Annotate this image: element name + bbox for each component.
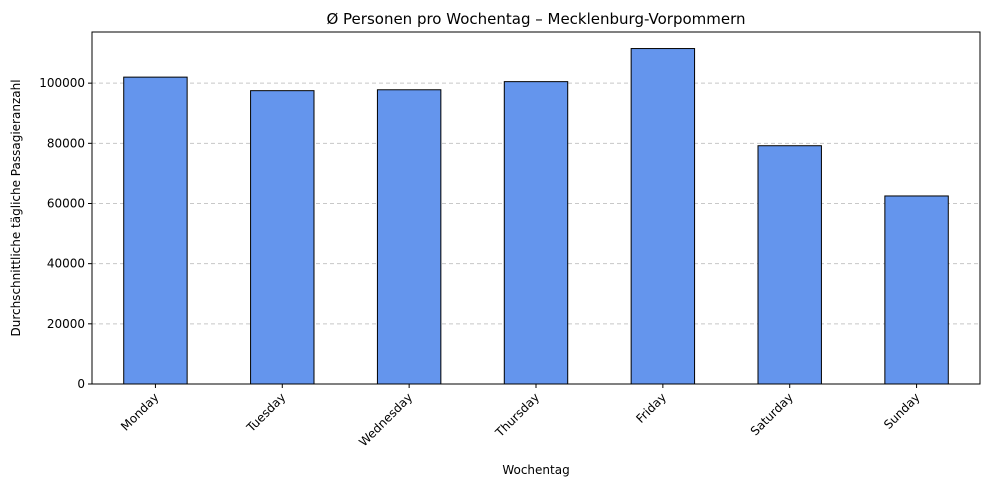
y-tick-label: 40000 <box>47 257 85 271</box>
y-axis-label: Durchschnittliche tägliche Passagieranza… <box>9 79 23 336</box>
chart-title: Ø Personen pro Wochentag – Mecklenburg-V… <box>326 10 745 28</box>
x-axis: Monday Tuesday Wednesday Thursday Friday Satu… <box>118 384 923 449</box>
bar-friday <box>630 48 696 385</box>
x-tick-label-friday: Friday <box>633 390 669 426</box>
x-tick-label-thursday: Thursday <box>492 390 542 440</box>
y-tick-label: 0 <box>77 377 85 391</box>
x-tick-label-wednesday: Wednesday <box>356 390 415 449</box>
y-tick-label: 20000 <box>47 317 85 331</box>
x-tick-label-monday: Monday <box>118 390 161 433</box>
x-tick-label-tuesday: Tuesday <box>243 390 288 435</box>
bar-wednesday <box>376 89 442 385</box>
x-tick-label-saturday: Saturday <box>748 390 796 438</box>
bar-saturday <box>757 145 822 385</box>
bars <box>123 48 949 385</box>
y-tick-label: 60000 <box>47 196 85 210</box>
x-axis-label: Wochentag <box>502 463 569 477</box>
y-axis: 0 20000 40000 60000 80000 100000 <box>39 76 92 391</box>
bar-tuesday <box>250 90 315 385</box>
x-tick-label-sunday: Sunday <box>881 390 923 432</box>
y-tick-label: 100000 <box>39 76 85 90</box>
y-tick-label: 80000 <box>47 136 85 150</box>
bar-thursday <box>503 81 569 385</box>
bar-sunday <box>884 195 949 385</box>
bar-monday <box>123 76 188 385</box>
